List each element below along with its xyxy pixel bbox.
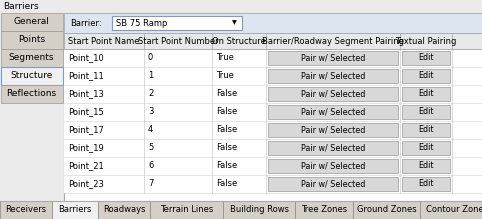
FancyBboxPatch shape (64, 103, 482, 121)
FancyBboxPatch shape (268, 141, 398, 155)
FancyBboxPatch shape (64, 13, 482, 33)
FancyBboxPatch shape (402, 51, 450, 65)
FancyBboxPatch shape (64, 67, 482, 85)
Text: Ground Zones: Ground Zones (357, 205, 416, 214)
FancyBboxPatch shape (268, 177, 398, 191)
Text: Start Point Number: Start Point Number (138, 37, 218, 46)
FancyBboxPatch shape (402, 69, 450, 83)
Text: Edit: Edit (418, 180, 434, 189)
Text: Textual Pairing: Textual Pairing (395, 37, 456, 46)
Text: Pair w/ Selected: Pair w/ Selected (301, 108, 365, 117)
Text: Segments: Segments (9, 53, 54, 62)
Text: Edit: Edit (418, 90, 434, 99)
Text: On Structure: On Structure (212, 37, 266, 46)
Text: Building Rows: Building Rows (229, 205, 289, 214)
Text: Edit: Edit (418, 143, 434, 152)
Text: Point_23: Point_23 (68, 180, 104, 189)
FancyBboxPatch shape (64, 49, 482, 67)
Text: False: False (216, 90, 237, 99)
FancyBboxPatch shape (268, 51, 398, 65)
Text: Point_13: Point_13 (68, 90, 104, 99)
Text: Edit: Edit (418, 53, 434, 62)
Text: Edit: Edit (418, 108, 434, 117)
FancyBboxPatch shape (52, 201, 98, 219)
Text: Barrier/Roadway Segment Pairing: Barrier/Roadway Segment Pairing (262, 37, 404, 46)
Text: False: False (216, 143, 237, 152)
Text: False: False (216, 180, 237, 189)
FancyBboxPatch shape (1, 85, 63, 103)
FancyBboxPatch shape (295, 201, 353, 219)
Text: 5: 5 (148, 143, 153, 152)
FancyBboxPatch shape (64, 121, 482, 139)
FancyBboxPatch shape (1, 49, 63, 67)
Text: SB 75 Ramp: SB 75 Ramp (116, 18, 167, 28)
FancyBboxPatch shape (402, 87, 450, 101)
FancyBboxPatch shape (0, 201, 482, 219)
FancyBboxPatch shape (268, 87, 398, 101)
Text: Pair w/ Selected: Pair w/ Selected (301, 161, 365, 171)
Text: 3: 3 (148, 108, 153, 117)
FancyBboxPatch shape (64, 175, 482, 193)
Text: Pair w/ Selected: Pair w/ Selected (301, 180, 365, 189)
Text: Barrier:: Barrier: (70, 18, 102, 28)
FancyBboxPatch shape (98, 201, 150, 219)
Text: 2: 2 (148, 90, 153, 99)
Text: Pair w/ Selected: Pair w/ Selected (301, 125, 365, 134)
Text: Point_19: Point_19 (68, 143, 104, 152)
FancyBboxPatch shape (268, 105, 398, 119)
Text: 0: 0 (148, 53, 153, 62)
Text: Point_15: Point_15 (68, 108, 104, 117)
FancyBboxPatch shape (1, 31, 63, 49)
FancyBboxPatch shape (64, 85, 482, 103)
FancyBboxPatch shape (402, 177, 450, 191)
Text: Point_10: Point_10 (68, 53, 104, 62)
Text: 1: 1 (148, 71, 153, 81)
FancyBboxPatch shape (223, 201, 295, 219)
Text: Points: Points (18, 35, 45, 44)
FancyBboxPatch shape (64, 13, 482, 201)
Text: False: False (216, 125, 237, 134)
Text: ▼: ▼ (232, 21, 237, 25)
Text: Edit: Edit (418, 161, 434, 171)
Text: Contour Zones: Contour Zones (426, 205, 482, 214)
Text: Barriers: Barriers (3, 2, 39, 11)
Text: Point_11: Point_11 (68, 71, 104, 81)
Text: Tree Zones: Tree Zones (301, 205, 347, 214)
Text: 6: 6 (148, 161, 153, 171)
Text: Point_21: Point_21 (68, 161, 104, 171)
Text: Pair w/ Selected: Pair w/ Selected (301, 53, 365, 62)
Text: True: True (216, 53, 234, 62)
FancyBboxPatch shape (1, 13, 63, 31)
FancyBboxPatch shape (112, 16, 242, 30)
FancyBboxPatch shape (64, 139, 482, 157)
Text: Pair w/ Selected: Pair w/ Selected (301, 90, 365, 99)
FancyBboxPatch shape (402, 141, 450, 155)
Text: Structure: Structure (10, 71, 53, 81)
FancyBboxPatch shape (268, 69, 398, 83)
Text: Point_17: Point_17 (68, 125, 104, 134)
FancyBboxPatch shape (353, 201, 420, 219)
Text: Pair w/ Selected: Pair w/ Selected (301, 71, 365, 81)
Text: Roadways: Roadways (103, 205, 145, 214)
FancyBboxPatch shape (64, 157, 482, 175)
FancyBboxPatch shape (1, 67, 63, 85)
Text: 7: 7 (148, 180, 153, 189)
FancyBboxPatch shape (402, 105, 450, 119)
FancyBboxPatch shape (0, 201, 52, 219)
FancyBboxPatch shape (420, 201, 482, 219)
Text: Edit: Edit (418, 71, 434, 81)
Text: Start Point Name: Start Point Name (68, 37, 140, 46)
Text: Receivers: Receivers (5, 205, 47, 214)
FancyBboxPatch shape (64, 33, 482, 49)
Text: Reflections: Reflections (6, 90, 56, 99)
FancyBboxPatch shape (402, 123, 450, 137)
Text: Barriers: Barriers (58, 205, 92, 214)
Text: General: General (13, 18, 50, 26)
FancyBboxPatch shape (402, 159, 450, 173)
Text: False: False (216, 161, 237, 171)
Text: Terrain Lines: Terrain Lines (160, 205, 213, 214)
FancyBboxPatch shape (268, 159, 398, 173)
Text: 4: 4 (148, 125, 153, 134)
FancyBboxPatch shape (150, 201, 223, 219)
